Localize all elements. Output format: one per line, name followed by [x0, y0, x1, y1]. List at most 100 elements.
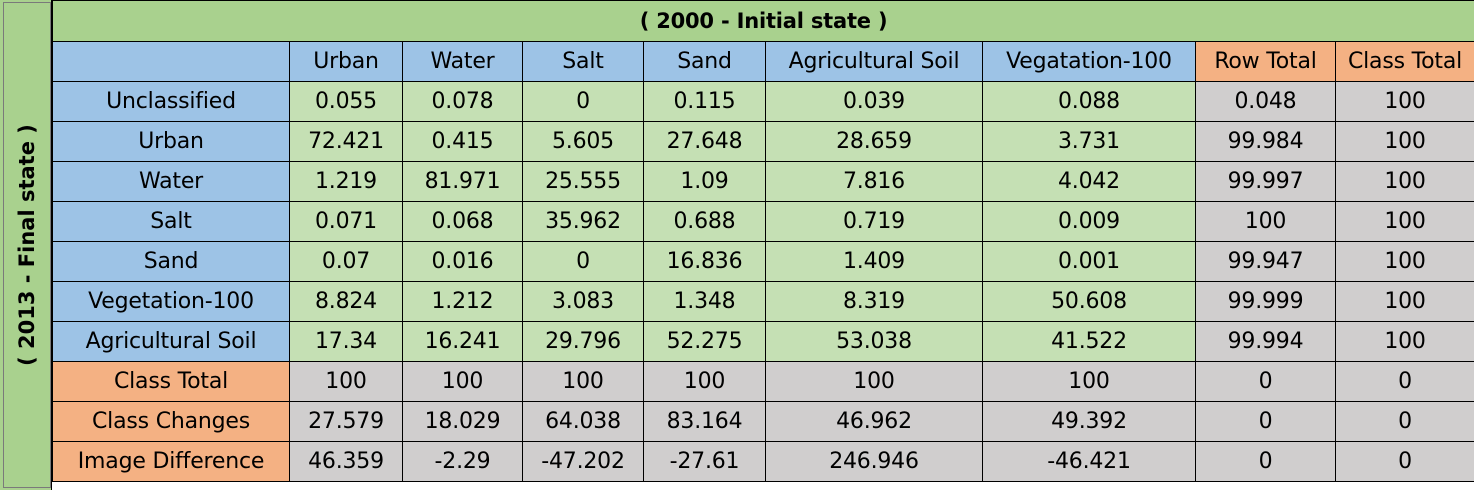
table-row-vegetation-100: Vegetation-100 8.824 1.212 3.083 1.348 8.319 5…	[52, 281, 1474, 322]
table-cell: 52.275	[643, 321, 766, 362]
table-cell: 0.078	[402, 81, 523, 122]
table-cell: 3.731	[982, 121, 1196, 162]
table-cell: -27.61	[643, 441, 766, 482]
table-cell: 5.605	[522, 121, 644, 162]
col-header-vegetation: Vegatation-100	[982, 41, 1196, 82]
table-cell: 27.648	[643, 121, 766, 162]
table-cell: 0	[1334, 361, 1474, 402]
table-cell: 83.164	[643, 401, 766, 442]
row-header-class-total: Class Total	[52, 361, 290, 402]
table-cell: 99.984	[1195, 121, 1336, 162]
table-cell: 8.319	[765, 281, 983, 322]
table-cell: 100	[402, 361, 523, 402]
table-cell: 99.994	[1195, 321, 1336, 362]
table-cell: 100	[643, 361, 766, 402]
table-cell: 64.038	[522, 401, 644, 442]
table-cell: 100	[1334, 281, 1474, 322]
table-cell: 4.042	[982, 161, 1196, 202]
row-header-agricultural-soil: Agricultural Soil	[52, 321, 290, 362]
table-cell: 0	[1195, 361, 1336, 402]
table-cell: 0.688	[643, 201, 766, 242]
table-cell: 35.962	[522, 201, 644, 242]
table-cell: 46.962	[765, 401, 983, 442]
row-header-sand: Sand	[52, 241, 290, 282]
table-cell: 99.999	[1195, 281, 1336, 322]
final-state-label: ( 2013 - Final state )	[15, 124, 39, 366]
table-cell: 99.947	[1195, 241, 1336, 282]
table-cell: 25.555	[522, 161, 644, 202]
table-cell: 0.039	[765, 81, 983, 122]
row-header-image-difference: Image Difference	[52, 441, 290, 482]
table-cell: -2.29	[402, 441, 523, 482]
table-cell: 0.055	[289, 81, 403, 122]
table-cell: 0	[1334, 441, 1474, 482]
row-header-salt: Salt	[52, 201, 290, 242]
table-row-image-difference: Image Difference 46.359 -2.29 -47.202 -27.61…	[52, 441, 1474, 482]
table-cell: 18.029	[402, 401, 523, 442]
column-header-row: Urban Water Salt Sand Agricultural Soil …	[52, 41, 1474, 82]
table-cell: 46.359	[289, 441, 403, 482]
table-cell: 16.241	[402, 321, 523, 362]
table-row-water: Water 1.219 81.971 25.555 1.09 7.816 4.042 99.9…	[52, 161, 1474, 202]
table-row-agricultural-soil: Agricultural Soil 17.34 16.241 29.796 52.275…	[52, 321, 1474, 362]
table-cell: -46.421	[982, 441, 1196, 482]
table-cell: 17.34	[289, 321, 403, 362]
col-header-salt: Salt	[522, 41, 644, 82]
corner-cell	[52, 41, 290, 82]
col-header-sand: Sand	[643, 41, 766, 82]
table-cell: 53.038	[765, 321, 983, 362]
initial-state-label: ( 2000 - Initial state )	[51, 0, 1474, 42]
table-cell: 100	[1334, 81, 1474, 122]
row-header-vegetation-100: Vegetation-100	[52, 281, 290, 322]
table-cell: 81.971	[402, 161, 523, 202]
row-header-water: Water	[52, 161, 290, 202]
change-detection-table: ( 2000 - Initial state ) Urban Water Sal…	[51, 0, 1474, 482]
table-cell: 28.659	[765, 121, 983, 162]
table-cell: 1.212	[402, 281, 523, 322]
table-cell: 0.07	[289, 241, 403, 282]
col-header-agricultural-soil: Agricultural Soil	[765, 41, 983, 82]
final-state-axis-box: ( 2013 - Final state )	[3, 2, 51, 488]
table-cell: 100	[1334, 121, 1474, 162]
col-header-urban: Urban	[289, 41, 403, 82]
table-cell: 100	[289, 361, 403, 402]
table-cell: 41.522	[982, 321, 1196, 362]
table-row-unclassified: Unclassified 0.055 0.078 0 0.115 0.039 0.088 0.…	[52, 81, 1474, 122]
table-cell: 100	[1195, 201, 1336, 242]
table-cell: 50.608	[982, 281, 1196, 322]
row-header-unclassified: Unclassified	[52, 81, 290, 122]
table-cell: 0.001	[982, 241, 1196, 282]
table-row-urban: Urban 72.421 0.415 5.605 27.648 28.659 3.731 99…	[52, 121, 1474, 162]
table-cell: 0	[1334, 401, 1474, 442]
table-cell: 49.392	[982, 401, 1196, 442]
table-cell: 100	[1334, 161, 1474, 202]
table-cell: 0.115	[643, 81, 766, 122]
table-cell: 8.824	[289, 281, 403, 322]
table-row-class-total: Class Total 100 100 100 100 100 100 0 0	[52, 361, 1474, 402]
table-cell: 0.068	[402, 201, 523, 242]
col-header-row-total: Row Total	[1195, 41, 1336, 82]
table-cell: 0.016	[402, 241, 523, 282]
table-cell: 72.421	[289, 121, 403, 162]
table-cell: 29.796	[522, 321, 644, 362]
final-state-axis: ( 2013 - Final state )	[0, 0, 52, 490]
table-cell: 100	[765, 361, 983, 402]
col-header-class-total: Class Total	[1334, 41, 1474, 82]
table-cell: 0	[1195, 441, 1336, 482]
table-cell: 7.816	[765, 161, 983, 202]
table-cell: -47.202	[522, 441, 644, 482]
table-cell: 0	[522, 241, 644, 282]
table-cell: 1.09	[643, 161, 766, 202]
table-cell: 0.415	[402, 121, 523, 162]
table-row-sand: Sand 0.07 0.016 0 16.836 1.409 0.001 99.947 100	[52, 241, 1474, 282]
table-cell: 100	[522, 361, 644, 402]
table-cell: 0.048	[1195, 81, 1336, 122]
table-cell: 100	[982, 361, 1196, 402]
col-header-water: Water	[402, 41, 523, 82]
row-header-urban: Urban	[52, 121, 290, 162]
table-row-salt: Salt 0.071 0.068 35.962 0.688 0.719 0.009 100 10…	[52, 201, 1474, 242]
table-cell: 16.836	[643, 241, 766, 282]
table-cell: 246.946	[765, 441, 983, 482]
table-cell: 0.719	[765, 201, 983, 242]
